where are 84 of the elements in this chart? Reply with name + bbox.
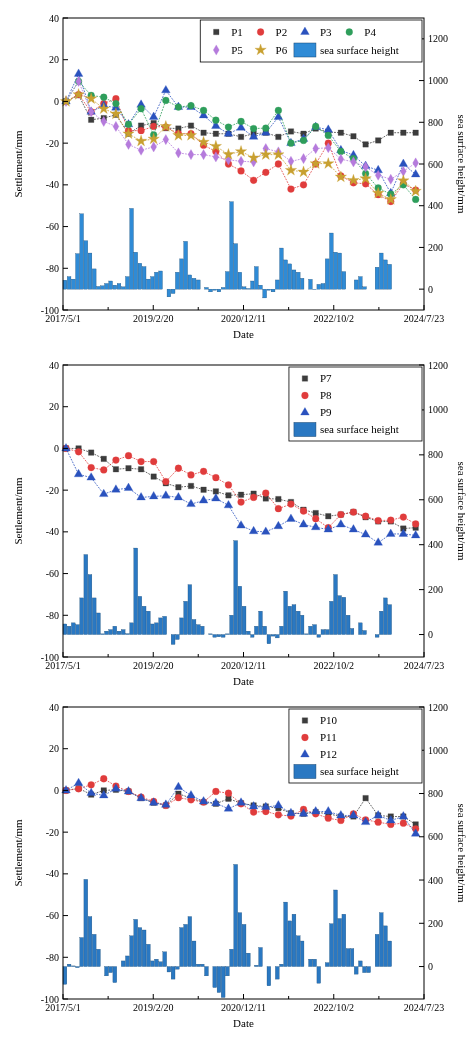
y-tick-label: -40 (45, 526, 59, 538)
y2-tick-label: 600 (428, 158, 443, 170)
y2-tick-label: 200 (428, 584, 443, 596)
x-tick-label: 2024/7/23 (403, 313, 445, 324)
y2-tick-label: 1200 (428, 701, 448, 713)
x-axis-title: Date (233, 675, 254, 687)
x-tick-label: 2024/7/23 (403, 660, 445, 671)
y-tick-label: 20 (49, 54, 59, 66)
legend-label: P5 (231, 43, 244, 56)
y-tick-label: -60 (45, 910, 59, 922)
x-tick-label: 2020/12/11 (220, 313, 267, 324)
y2-axis-title: sea surface height/mm (456, 803, 468, 903)
x-tick-label: 2024/7/23 (403, 1002, 445, 1013)
x-tick-label: 2017/5/1 (45, 1002, 81, 1013)
y-tick-label: -100 (40, 304, 59, 316)
y2-axis-title: sea surface height/mm (456, 461, 468, 561)
y-tick-label: -40 (45, 179, 59, 191)
y2-tick-label: 1200 (428, 359, 448, 371)
x-tick-label: 2019/2/20 (132, 660, 174, 671)
legend-label: P2 (275, 25, 288, 38)
legend-label: P10 (319, 714, 338, 727)
y-tick-label: -60 (45, 568, 59, 580)
y2-axis-title: sea surface height/mm (456, 114, 468, 214)
y-tick-label: -100 (40, 993, 59, 1005)
legend-label: P12 (319, 748, 338, 761)
legend-label: sea surface height (319, 423, 399, 436)
y-tick-label: -80 (45, 609, 59, 621)
legend-label: P4 (364, 25, 377, 38)
x-tick-label: 2022/10/2 (313, 1002, 355, 1013)
x-tick-label: 2019/2/20 (132, 313, 174, 324)
x-axis-title: Date (233, 328, 254, 340)
y2-tick-label: 400 (428, 874, 443, 886)
y-tick-label: -80 (45, 262, 59, 274)
legend-label: sea surface height (319, 43, 399, 56)
y2-tick-label: 1000 (428, 404, 448, 416)
y-tick-label: 20 (49, 401, 59, 413)
y2-tick-label: 200 (428, 241, 443, 253)
y2-tick-label: 600 (428, 494, 443, 506)
y-tick-label: -20 (45, 826, 59, 838)
x-tick-label: 2022/10/2 (313, 313, 355, 324)
legend-label: sea surface height (319, 765, 399, 778)
legend-label: P11 (319, 731, 337, 744)
y2-tick-label: 0 (428, 961, 433, 973)
y2-tick-label: 0 (428, 629, 433, 641)
x-tick-label: 2017/5/1 (45, 660, 81, 671)
y-tick-label: 40 (49, 701, 59, 713)
y-tick-label: 40 (49, 12, 59, 24)
y2-tick-label: 400 (428, 200, 443, 212)
y-tick-label: 20 (49, 743, 59, 755)
y2-tick-label: 1000 (428, 744, 448, 756)
legend-label: P8 (319, 389, 333, 402)
legend-label: P6 (275, 43, 288, 56)
y-tick-label: 0 (54, 442, 59, 454)
y-tick-label: -100 (40, 651, 59, 663)
y2-tick-label: 600 (428, 831, 443, 843)
legend-label: P3 (319, 25, 333, 38)
y2-tick-label: 1200 (428, 33, 448, 45)
x-tick-label: 2019/2/20 (132, 1002, 174, 1013)
y2-tick-label: 200 (428, 917, 443, 929)
y-tick-label: 40 (49, 359, 59, 371)
y-tick-label: -20 (45, 484, 59, 496)
y2-tick-label: 800 (428, 788, 443, 800)
x-axis-title: Date (233, 1017, 254, 1029)
y-tick-label: 0 (54, 784, 59, 796)
legend-label: P7 (319, 372, 333, 385)
y2-tick-label: 800 (428, 116, 443, 128)
y2-tick-label: 400 (428, 539, 443, 551)
y-axis-title: Settlement/mm (12, 129, 24, 198)
y2-tick-label: 0 (428, 283, 433, 295)
x-tick-label: 2017/5/1 (45, 313, 81, 324)
x-tick-label: 2020/12/11 (220, 1002, 267, 1013)
y-tick-label: -60 (45, 221, 59, 233)
x-tick-label: 2022/10/2 (313, 660, 355, 671)
y-tick-label: -80 (45, 951, 59, 963)
legend-label: P1 (231, 25, 243, 38)
x-tick-label: 2020/12/11 (220, 660, 267, 671)
y-tick-label: -20 (45, 137, 59, 149)
y-axis-title: Settlement/mm (12, 818, 24, 887)
y-axis-title: Settlement/mm (12, 476, 24, 545)
legend-label: P9 (319, 406, 333, 419)
y-tick-label: 0 (54, 95, 59, 107)
y2-tick-label: 800 (428, 449, 443, 461)
y2-tick-label: 1000 (428, 75, 448, 87)
y-tick-label: -40 (45, 868, 59, 880)
